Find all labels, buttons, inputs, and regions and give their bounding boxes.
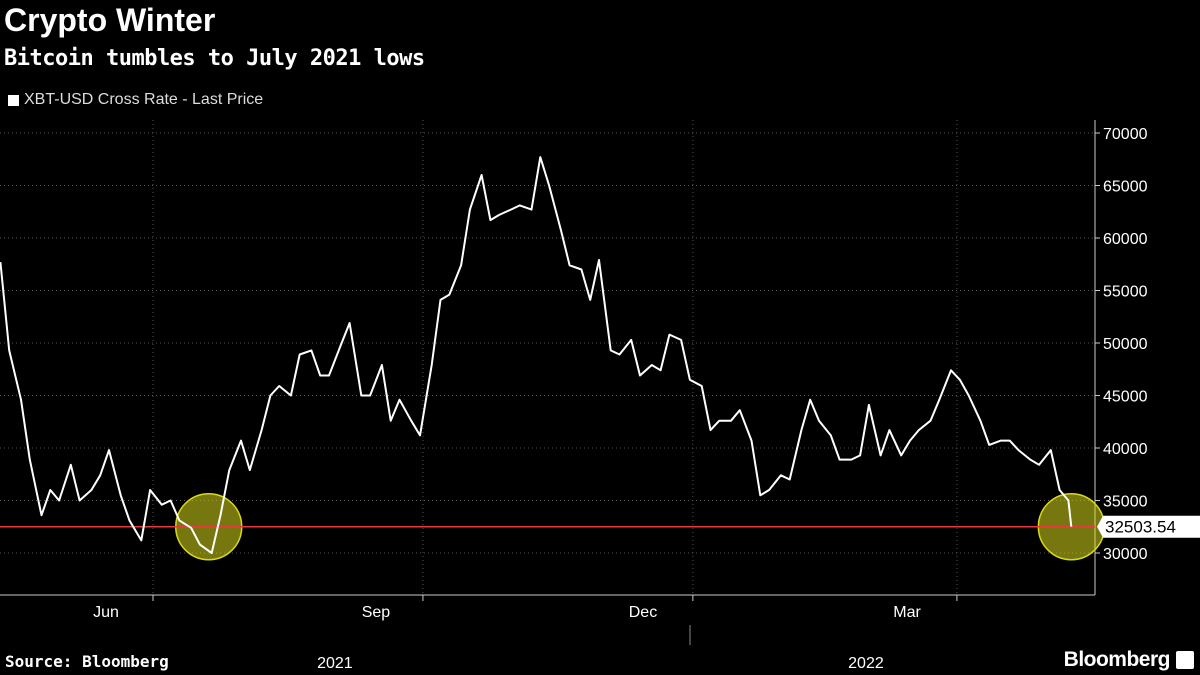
series-line bbox=[0, 156, 1073, 554]
year-label: 2022 bbox=[848, 655, 884, 672]
y-tick-label: 45000 bbox=[1103, 389, 1148, 406]
y-tick-label: 50000 bbox=[1103, 336, 1148, 353]
legend-label: XBT-USD Cross Rate - Last Price bbox=[24, 91, 264, 108]
x-tick-label: Sep bbox=[362, 604, 391, 621]
year-label: 2021 bbox=[317, 655, 353, 672]
x-tick-label: Dec bbox=[629, 604, 657, 621]
chart-title: Crypto Winter bbox=[4, 2, 216, 38]
y-tick-label: 65000 bbox=[1103, 179, 1148, 196]
y-tick-label: 35000 bbox=[1103, 494, 1148, 511]
x-tick-label: Jun bbox=[93, 604, 119, 621]
source-note: Source: Bloomberg bbox=[5, 652, 169, 671]
legend: XBT-USD Cross Rate - Last Price bbox=[8, 91, 263, 109]
bloomberg-logo: Bloomberg bbox=[1064, 648, 1194, 672]
value-label-box bbox=[1097, 515, 1200, 538]
legend-swatch bbox=[8, 94, 19, 106]
logo-text: Bloomberg bbox=[1063, 648, 1171, 671]
y-tick-label: 55000 bbox=[1103, 284, 1148, 301]
y-tick-label: 30000 bbox=[1103, 546, 1148, 563]
logo-mark-icon bbox=[1176, 651, 1194, 669]
y-tick-label: 60000 bbox=[1103, 231, 1148, 248]
y-tick-label: 70000 bbox=[1103, 126, 1148, 143]
y-tick-label: 40000 bbox=[1103, 441, 1148, 458]
chart-subtitle: Bitcoin tumbles to July 2021 lows bbox=[4, 46, 425, 71]
value-label: 32503.54 bbox=[1105, 518, 1176, 537]
x-tick-label: Mar bbox=[893, 604, 921, 621]
